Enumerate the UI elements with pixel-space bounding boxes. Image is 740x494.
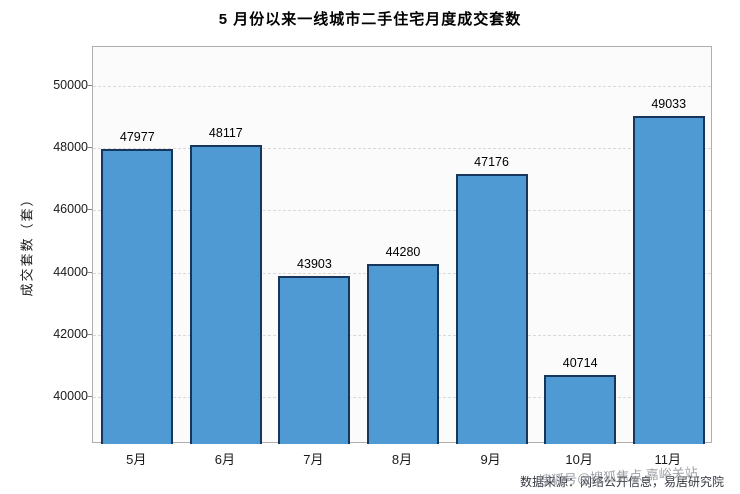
gridline	[93, 85, 711, 87]
y-tick-mark	[87, 334, 92, 336]
bar-value-label: 47176	[474, 154, 509, 169]
y-tick-label: 48000	[53, 140, 88, 155]
y-tick-mark	[87, 84, 92, 86]
y-tick-mark	[87, 209, 92, 211]
x-tick-label-7月: 7月	[303, 452, 324, 467]
x-tick-label-9月: 9月	[480, 452, 501, 467]
bar-value-label: 43903	[297, 256, 332, 271]
bar-value-label: 47977	[119, 129, 155, 144]
gridline	[93, 210, 711, 212]
y-tick-mark	[87, 396, 92, 398]
bar-value-label: 49033	[651, 97, 687, 112]
x-tick-label-10月: 10月	[565, 452, 593, 467]
bar-8月	[367, 264, 439, 444]
y-tick-label: 40000	[53, 389, 88, 404]
footer: 数据来源：网络公开信息，易居研究院 搜狐号@搜狐焦点 嘉峪关站	[404, 465, 724, 492]
bar-10月	[544, 375, 617, 444]
chart-title: 5 月份以来一线城市二手住宅月度成交套数	[218, 11, 522, 28]
y-tick-label: 46000	[53, 202, 88, 217]
x-tick-label-8月: 8月	[391, 452, 413, 467]
bar-11月	[632, 116, 705, 444]
bar-7月	[278, 275, 351, 444]
bar-value-label: 40714	[562, 356, 598, 371]
bar-6月	[189, 144, 262, 444]
plot-area: 47977 48117 43903 44280 47176 40714 49033	[92, 46, 712, 444]
y-tick-label: 44000	[53, 264, 88, 279]
data-source-text: 数据来源：网络公开信息，易居研究院	[519, 475, 724, 489]
x-tick-label-5月: 5月	[126, 452, 147, 467]
bar-5月	[101, 148, 174, 444]
bar-9月	[455, 173, 528, 444]
bar-value-label: 44280	[385, 245, 421, 260]
x-tick-label-6月: 6月	[214, 452, 235, 467]
bar-value-label: 48117	[208, 125, 243, 140]
y-tick-label: 42000	[53, 327, 88, 342]
x-tick-label-11月: 11月	[654, 452, 681, 467]
y-tick-label: 50000	[53, 77, 88, 92]
y-tick-mark	[87, 147, 92, 149]
y-tick-mark	[87, 271, 92, 273]
gridline	[93, 148, 711, 150]
